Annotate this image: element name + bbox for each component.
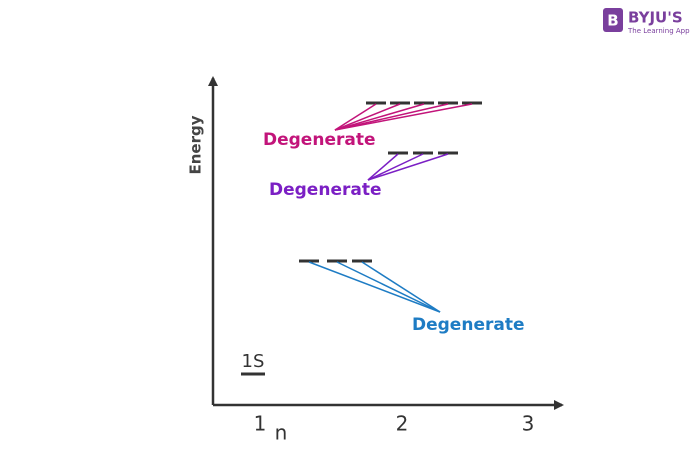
annotation: Degenerate xyxy=(263,130,375,150)
x-tick-label: 3 xyxy=(522,412,535,436)
pointer-lines xyxy=(308,261,441,313)
logo: B BYJU'S The Learning App xyxy=(603,8,690,35)
logo-badge xyxy=(603,8,623,32)
x-tick-label: 1 xyxy=(254,412,267,436)
pointer-lines xyxy=(367,153,449,181)
x-tick-label: 2 xyxy=(396,412,409,436)
pointer-line xyxy=(361,261,441,313)
logo-tagline: The Learning App xyxy=(627,27,690,35)
y-axis-label: Energy xyxy=(187,115,205,174)
pointer-line xyxy=(334,103,377,131)
ground-state-label: 1S xyxy=(242,351,265,372)
logo-mark: B xyxy=(607,12,618,30)
pointer-line xyxy=(336,261,441,313)
x-axis-label: n xyxy=(275,421,288,445)
logo-name: BYJU'S xyxy=(628,9,683,27)
energy-levels xyxy=(299,101,482,263)
pointer-line xyxy=(334,103,401,131)
pointer-lines xyxy=(334,103,473,131)
pointer-line xyxy=(334,103,473,131)
annotation: Degenerate xyxy=(269,180,381,200)
pointer-line xyxy=(367,153,424,181)
pointer-line xyxy=(367,153,399,181)
pointer-line xyxy=(308,261,441,313)
pointer-line xyxy=(367,153,449,181)
pointer-line xyxy=(334,103,425,131)
annotation: Degenerate xyxy=(412,315,524,335)
